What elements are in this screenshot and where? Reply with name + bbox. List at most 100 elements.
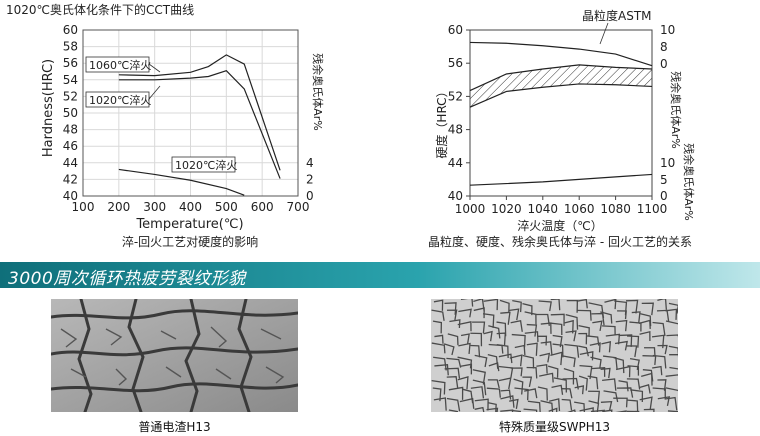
c2-y-tick-label: 60 [448,23,463,37]
crack-cell [537,386,548,401]
crack-cell [578,332,588,345]
crack-cell [500,395,515,408]
crack-cell [616,387,634,398]
crack-cell [473,299,485,312]
c2-y-tick-label: 52 [448,89,463,103]
c1-x-tick-label: 300 [143,200,166,214]
crack-cell [539,372,554,383]
crack-cell [510,367,523,377]
c1-x-tick-label: 700 [287,200,310,214]
c2-x-axis-label: 淬火温度（℃） [517,218,602,233]
crack-cell [550,299,561,311]
crack-cell [626,335,640,348]
c1-title: 1020℃奥氏体化条件下的CCT曲线 [6,2,194,17]
crack-cell [579,407,594,412]
crack-cell [526,342,538,356]
crack-cell [665,308,678,320]
c2-y-tick-label: 56 [448,56,463,70]
c1-legend-leader-1020 [148,85,161,100]
crack-cell [522,302,533,316]
crack-cell [511,333,526,348]
crack-cell [459,397,475,409]
photo-caption-standard: 普通电渣H13 [138,420,211,434]
crack-cell [644,347,656,357]
crack-cell [500,311,511,325]
crack-cell [523,408,538,412]
crack-cell [472,369,486,385]
crack-cell [564,343,580,358]
crack-cell [641,372,653,386]
c1-y-tick-label: 54 [63,73,78,87]
crack-cell [538,300,552,312]
crack-cell [511,409,522,412]
c1-series-line-2 [118,168,245,196]
crack-cell [487,401,497,412]
crack-cell [509,354,523,367]
crack-cell [576,299,588,309]
c1-legend-leader-1060 [148,63,161,73]
crack-cell [601,341,612,353]
c1-y-tick-label: 42 [63,172,78,186]
c1-series-line-0 [118,54,281,171]
crack-cell [443,343,455,356]
crack-cell [669,366,678,370]
c1-x-tick-label: 600 [251,200,274,214]
crack-cell [668,302,678,314]
crack-cell [487,379,500,389]
c2-y2-top-tick-label: 0 [660,57,668,71]
crack-cell [486,387,501,398]
c2-series-line-1 [469,64,653,92]
c2-y2-bottom-tick-label: 10 [660,156,675,170]
c1-y-tick-label: 58 [63,40,78,54]
crack-cell [547,365,559,378]
crack-cell [565,330,577,342]
c2-annotation: 晶粒度ASTM [582,8,652,23]
c1-y-tick-label: 60 [63,23,78,37]
crack-cell [589,342,601,353]
crack-cell [592,320,603,332]
crack-cell [590,356,602,369]
crack-cell [474,354,488,368]
crack-cell [499,299,510,313]
crack-cell [617,310,627,320]
crack-cell [579,364,593,380]
c1-legend-1020-box [85,91,150,108]
crack-cell [666,334,678,338]
crack-cell [539,352,551,363]
c2-series-line-2 [469,83,653,108]
crack-cell [639,396,653,410]
crack-cell [498,353,513,364]
crack-cell [432,387,442,402]
crack-cell [600,367,611,379]
photo-premium-swph13 [431,299,678,412]
crack-cell [578,375,588,391]
crack-cell [460,333,470,344]
c1-x-tick-label: 500 [215,200,238,214]
crack-cell [483,330,493,342]
crack-cell [446,357,462,368]
c1-legend-ar-box [171,156,236,173]
crack-cell [548,322,563,336]
crack-cell [488,362,500,372]
crack-cell [474,406,485,412]
c2-x-tick-label: 1080 [600,202,631,216]
crack-cell [446,376,459,388]
crack-cell [604,299,617,310]
c1-y-tick-label: 46 [63,139,78,153]
c1-legend-1020: 1020℃淬火 [89,93,151,107]
c2-y2-top-axis-label: 残余奥氏体Ar% [669,71,683,149]
crack-cell [488,325,501,339]
crack-cell [470,386,485,399]
crack-cell [434,334,444,344]
c1-y-tick-label: 56 [63,56,78,70]
crack-cell [536,364,548,374]
crack-cell [631,311,641,324]
crack-cell [548,398,561,412]
crack-cell [562,377,579,390]
crack-cell [473,307,485,319]
crack-cell [657,379,667,391]
crack-cell [627,365,640,376]
c2-y-tick-label: 48 [448,123,463,137]
crack-cell [588,400,600,412]
c2-y2-bottom-tick-label: 5 [660,173,668,187]
